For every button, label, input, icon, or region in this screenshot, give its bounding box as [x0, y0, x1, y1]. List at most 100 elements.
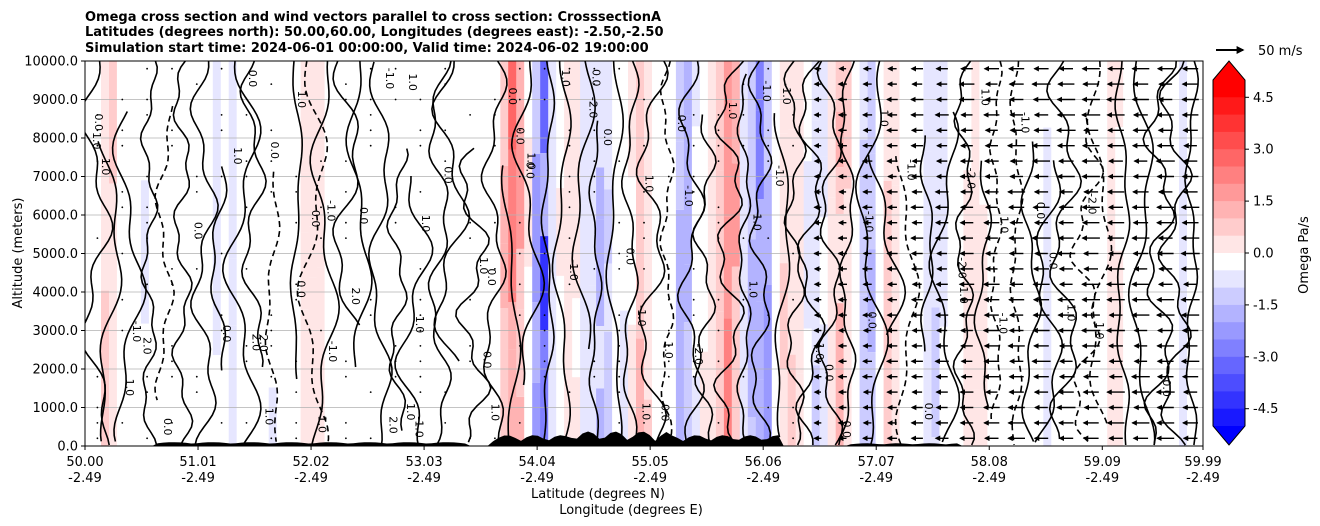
colorbar: 4.5 3.0 1.5 0.0 -1.5 -3.0 -4.5 [1212, 60, 1278, 446]
wind-vector [295, 283, 298, 286]
wind-vector [543, 98, 546, 101]
omega-cell [1155, 130, 1164, 203]
omega-cell [1115, 372, 1124, 446]
contour-label: 0.0 [1160, 379, 1173, 397]
omega-cell [987, 61, 996, 142]
omega-cell [364, 308, 374, 446]
omega-cell [340, 328, 350, 446]
wind-vector [767, 237, 770, 240]
omega-cell [1043, 328, 1052, 446]
contour-label: 1.0 [878, 109, 891, 127]
wind-vector [195, 237, 198, 240]
wind-vector [494, 144, 496, 147]
wind-vector [568, 391, 571, 393]
wind-vector [618, 422, 621, 424]
wind-vector [469, 114, 471, 116]
wind-vector [295, 360, 298, 363]
wind-vector [394, 206, 397, 209]
omega-cell [1075, 174, 1084, 248]
colorbar-segment [1213, 201, 1245, 219]
omega-cell [212, 135, 222, 202]
wind-vector [121, 206, 124, 209]
omega-cell [891, 324, 901, 446]
wind-vector [593, 268, 596, 270]
omega-cell [779, 263, 789, 370]
omega-cell [268, 61, 278, 139]
wind-vector [394, 98, 397, 101]
omega-cell [276, 61, 286, 183]
colorbar-segment [1213, 304, 1245, 323]
omega-cell [891, 61, 901, 186]
omega-cell [1035, 297, 1044, 446]
omega-cell [612, 369, 621, 446]
omega-cell [691, 376, 701, 446]
wind-vector [394, 67, 397, 70]
omega-cell [707, 221, 717, 317]
omega-cell [1043, 194, 1052, 329]
omega-cell [907, 355, 917, 446]
wind-vector [171, 283, 173, 286]
omega-cell [867, 153, 877, 250]
wind-vector [245, 422, 248, 424]
omega-cell [452, 210, 461, 328]
wind-vector [717, 206, 720, 209]
omega-cell [156, 216, 166, 394]
omega-cell [1195, 137, 1203, 206]
wind-vector [593, 191, 596, 193]
omega-cell [971, 389, 980, 446]
contour-label: -1.0 [413, 416, 426, 437]
omega-cell [827, 61, 837, 198]
omega-cell [252, 266, 262, 353]
wind-vector [767, 144, 770, 147]
contour-label: 1.0 [295, 91, 308, 109]
omega-cell [292, 188, 302, 277]
omega-cell [172, 236, 182, 351]
omega-cell [1163, 340, 1172, 446]
contour-label: 0.0 [1046, 252, 1059, 270]
omega-cell [444, 248, 453, 315]
wind-vector [767, 67, 770, 70]
omega-cell [588, 398, 597, 446]
omega-cell [827, 339, 837, 446]
omega-cell [556, 275, 565, 446]
wind-vector [444, 206, 447, 209]
omega-cell [987, 312, 996, 366]
omega-cell [252, 352, 262, 446]
contour-line [867, 154, 907, 336]
omega-cell [1075, 119, 1084, 175]
omega-cell [1139, 61, 1148, 189]
x-axis-label-longitude: Longitude (degrees E) [559, 503, 703, 518]
omega-cell [963, 170, 972, 267]
wind-vector [717, 422, 720, 424]
omega-cell [380, 314, 390, 408]
omega-cell [460, 191, 469, 281]
omega-cell [532, 154, 541, 222]
contour-label: 2.0 [387, 416, 400, 434]
wind-vector [394, 360, 397, 363]
omega-cell [795, 252, 805, 374]
contour-line [1034, 160, 1064, 443]
contour-label: 2.0 [257, 334, 270, 352]
wind-vector [444, 422, 447, 424]
wind-vector [245, 268, 248, 270]
omega-cell [484, 244, 493, 299]
omega-cell [1083, 270, 1092, 356]
contour-label: -2.0 [965, 168, 978, 189]
omega-cell [236, 61, 246, 149]
wind-vector [369, 314, 372, 316]
wind-vector [518, 98, 521, 101]
omega-cell [300, 172, 310, 233]
colorbar-segment [1213, 235, 1245, 254]
colorbar-segment [1213, 408, 1245, 427]
omega-cell [444, 314, 453, 446]
contour-label: 1.0 [263, 408, 276, 426]
omega-cell [572, 377, 581, 446]
omega-cell [707, 61, 717, 168]
omega-cell [412, 61, 421, 153]
omega-cell [332, 61, 342, 179]
omega-cell [683, 264, 693, 323]
omega-cell [723, 61, 733, 217]
omega-cell [524, 324, 533, 446]
omega-cell [228, 61, 238, 161]
omega-cell [220, 61, 230, 145]
